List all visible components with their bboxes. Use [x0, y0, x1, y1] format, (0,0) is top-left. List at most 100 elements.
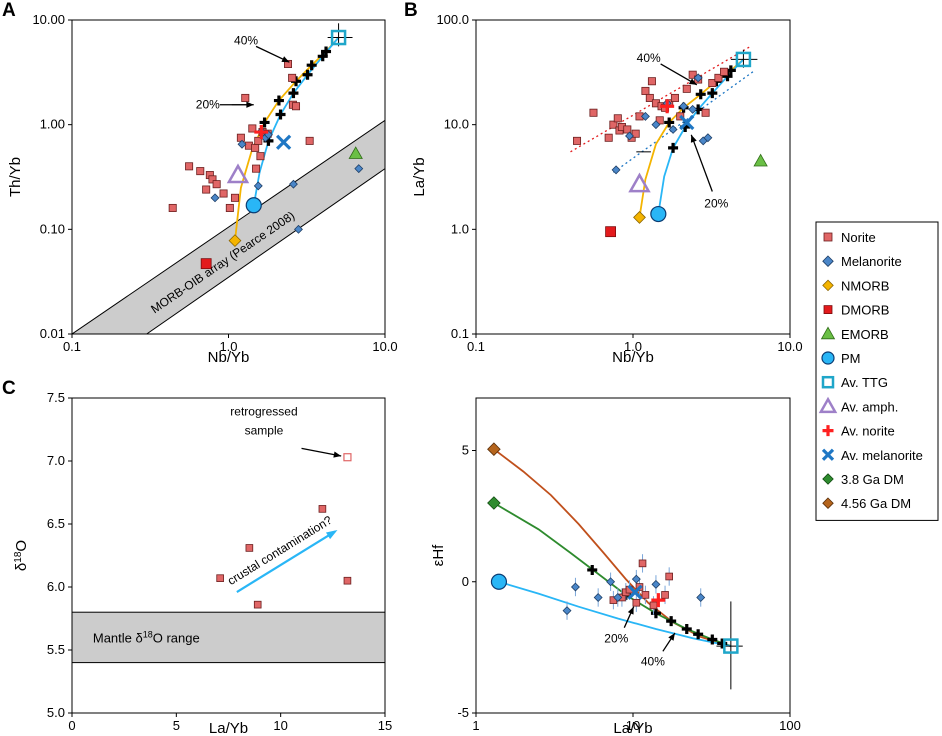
retrogressed-label-2: sample [245, 424, 284, 438]
norite-point [284, 59, 293, 68]
norite-point [665, 572, 673, 581]
norite-point [649, 601, 658, 610]
y-tick-label: 0 [462, 574, 469, 589]
avnorite-point [651, 593, 666, 608]
norite-point [202, 185, 211, 194]
y-axis-label-main: δ [13, 563, 30, 571]
x-tick-label: 10 [273, 718, 287, 733]
retrogressed-label-1: retrogressed [230, 405, 297, 419]
legend-label: Av. norite [841, 424, 895, 439]
legend-marker-dm456 [822, 497, 834, 509]
norite-point [245, 544, 254, 552]
norite-point [638, 559, 647, 568]
mixing-increment-tick [273, 95, 284, 106]
norite-point [236, 133, 245, 142]
norite-point [251, 143, 260, 152]
pm-point [245, 197, 262, 214]
avnorite-point [254, 125, 269, 140]
pm-point [490, 573, 508, 590]
annotation-20: 20% [604, 632, 628, 646]
arrow-20-head [627, 606, 634, 615]
arrow-20 [690, 134, 713, 192]
norite-point [292, 102, 301, 111]
x-tick-label: 100 [779, 718, 801, 733]
x-tick-label: 10 [626, 718, 640, 733]
plot-area-b: 40% 20% [570, 46, 768, 238]
y-tick-label: 0.10 [40, 221, 65, 236]
norite-point [318, 505, 327, 513]
y-axis-label: Th/Yb [7, 157, 24, 197]
legend-marker-melanorite [822, 255, 834, 267]
mixing-increment-tick [666, 616, 677, 627]
y-axis-label-sup: 18 [13, 551, 24, 563]
melanorite-point [294, 224, 303, 234]
norite-point [688, 70, 697, 79]
legend-marker-nmorb [822, 279, 834, 292]
norite-point [701, 108, 710, 117]
melanorite-point [237, 139, 247, 149]
legend-item-ttg: Av. TTG [821, 375, 888, 390]
legend-marker-amph [818, 396, 838, 414]
arrow-20-head [690, 134, 697, 143]
mixing-curve-pm [252, 36, 340, 206]
norite-point [708, 79, 717, 88]
norite-point [641, 591, 650, 599]
norite-point [256, 152, 265, 161]
x-tick-label: 0 [68, 718, 75, 733]
legend-marker-emorb [820, 326, 836, 340]
legend-item-avnorite: Av. norite [822, 424, 895, 439]
mixing-increment-tick [693, 629, 704, 640]
y-tick-label: 7.5 [47, 390, 65, 405]
norite-point [609, 120, 618, 129]
dmorb-point [605, 226, 617, 238]
melanorite-point [651, 579, 661, 589]
legend-item-norite: Norite [823, 230, 876, 245]
y-tick-label: 0.01 [40, 326, 65, 341]
x-tick-label: 0.1 [467, 339, 485, 354]
x-tick-label: 1 [472, 718, 479, 733]
norite-point [248, 124, 257, 133]
y-tick-label: 0.1 [451, 326, 469, 341]
amph-point [628, 172, 651, 193]
panel-letter-a: A [2, 0, 16, 21]
norite-point [641, 86, 650, 95]
mixing-curve-pm [498, 580, 732, 647]
y-tick-label: 5 [462, 443, 469, 458]
legend-label: Norite [841, 230, 876, 245]
mixing-increment-tick [695, 89, 706, 100]
norite-point [632, 598, 641, 607]
melanorite-point [696, 593, 706, 602]
retrogressed-arrow-head [333, 451, 342, 458]
pm-point [650, 205, 667, 223]
norite-point [230, 193, 239, 202]
norite-point [613, 114, 622, 123]
plot-area-a: MORB-OIB array (Pearce 2008) 40% 20% [72, 23, 385, 334]
x-tick-label: 1.0 [624, 339, 642, 354]
array-label: MORB-OIB array (Pearce 2008) [148, 208, 297, 316]
y-axis-label-tail: O [13, 540, 30, 552]
norite-point [252, 164, 261, 173]
frame-d [475, 397, 791, 714]
legend-item-dm38: 3.8 Ga DM [822, 472, 904, 487]
mixing-increment-tick [664, 117, 675, 128]
y-tick-label: 10.00 [32, 12, 65, 27]
norite-point [604, 133, 613, 142]
legend-marker-ttg [821, 375, 835, 389]
y-tick-label: 5.0 [47, 705, 65, 720]
norite-point [573, 136, 582, 145]
melanorite-point [640, 111, 650, 121]
avmel-point [679, 114, 695, 131]
legend-marker-pm [821, 351, 835, 365]
arrow-40-head [668, 632, 675, 641]
y-tick-label: 10.0 [444, 117, 469, 132]
arrow-40-head [688, 78, 697, 85]
mantle-label-sup: 18 [143, 629, 153, 639]
retrogressed-point [343, 453, 352, 462]
legend-item-avmel: Av. melanorite [821, 448, 923, 463]
annotation-40: 40% [637, 51, 661, 65]
legend-item-nmorb: NMORB [822, 278, 889, 293]
legend-label: PM [841, 351, 861, 366]
legend-marker-norite [823, 232, 833, 242]
norite-point [253, 600, 262, 609]
